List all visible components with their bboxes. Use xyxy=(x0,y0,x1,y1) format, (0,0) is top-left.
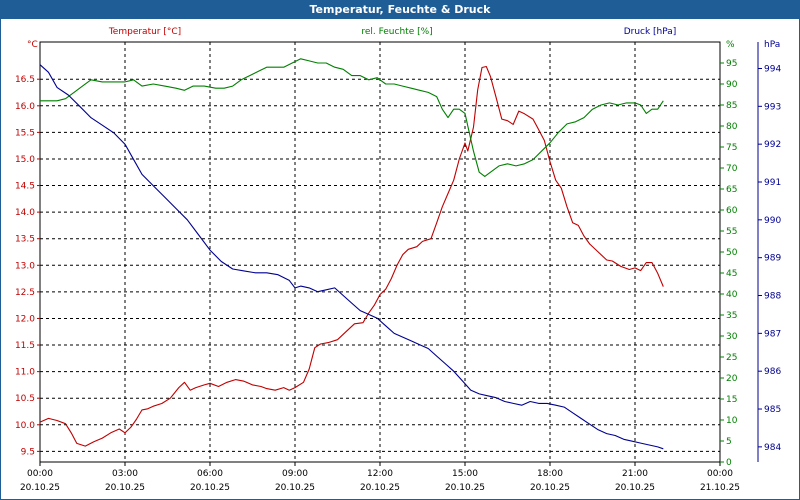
humidity-tick-label: 35 xyxy=(726,311,737,321)
humidity-tick-label: 75 xyxy=(726,143,737,153)
temperature-tick-label: 16.5 xyxy=(15,75,35,85)
x-tick-label-date: 20.10.25 xyxy=(275,483,315,493)
x-tick-label-date: 20.10.25 xyxy=(190,483,230,493)
humidity-tick-label: 90 xyxy=(726,80,738,90)
humidity-axis-label: rel. Feuchte [%] xyxy=(361,27,432,37)
x-tick-label-time: 09:00 xyxy=(282,469,308,479)
humidity-tick-label: 85 xyxy=(726,101,737,111)
temperature-tick-label: 14.0 xyxy=(15,208,35,218)
humidity-tick-label: 40 xyxy=(726,290,738,300)
window-title: Temperatur, Feuchte & Druck xyxy=(1,1,799,19)
humidity-tick-label: 5 xyxy=(726,437,732,447)
humidity-tick-label: 50 xyxy=(726,248,738,258)
humidity-series-line xyxy=(40,58,664,177)
x-tick-label-date: 20.10.25 xyxy=(20,483,60,493)
pressure-axis-label: Druck [hPa] xyxy=(624,27,677,37)
x-tick-label-time: 00:00 xyxy=(707,469,733,479)
x-tick-label-time: 15:00 xyxy=(452,469,478,479)
temperature-tick-label: 10.5 xyxy=(15,394,35,404)
humidity-unit: % xyxy=(726,40,735,50)
pressure-tick-label: 986 xyxy=(764,367,781,377)
x-tick-label-date: 20.10.25 xyxy=(105,483,145,493)
x-tick-label-date: 21.10.25 xyxy=(700,483,740,493)
temperature-tick-label: 9.5 xyxy=(21,447,35,457)
pressure-tick-label: 990 xyxy=(764,216,781,226)
temperature-unit: °C xyxy=(27,40,38,50)
humidity-tick-label: 70 xyxy=(726,164,738,174)
humidity-tick-label: 20 xyxy=(726,374,738,384)
temperature-tick-label: 12.0 xyxy=(15,314,35,324)
x-tick-label-date: 20.10.25 xyxy=(360,483,400,493)
temperature-tick-label: 13.5 xyxy=(15,235,35,245)
pressure-series-line xyxy=(39,64,664,450)
humidity-tick-label: 0 xyxy=(726,458,732,468)
pressure-tick-label: 988 xyxy=(764,292,781,302)
pressure-tick-label: 994 xyxy=(764,64,781,74)
pressure-tick-label: 992 xyxy=(764,140,781,150)
temperature-tick-label: 11.0 xyxy=(15,368,35,378)
temperature-tick-label: 11.5 xyxy=(15,341,35,351)
humidity-tick-label: 65 xyxy=(726,185,737,195)
humidity-tick-label: 10 xyxy=(726,416,738,426)
temperature-tick-label: 10.0 xyxy=(15,421,35,431)
temperature-tick-label: 13.0 xyxy=(15,261,35,271)
humidity-tick-label: 60 xyxy=(726,206,738,216)
humidity-tick-label: 45 xyxy=(726,269,737,279)
temperature-tick-label: 12.5 xyxy=(15,288,35,298)
x-tick-label-date: 20.10.25 xyxy=(530,483,570,493)
pressure-tick-label: 993 xyxy=(764,102,781,112)
humidity-tick-label: 30 xyxy=(726,332,738,342)
pressure-tick-label: 987 xyxy=(764,329,781,339)
temperature-tick-label: 14.5 xyxy=(15,182,35,192)
humidity-tick-label: 25 xyxy=(726,353,737,363)
x-tick-label-time: 03:00 xyxy=(112,469,138,479)
x-tick-label-date: 20.10.25 xyxy=(615,483,655,493)
x-tick-label-time: 12:00 xyxy=(367,469,393,479)
pressure-tick-label: 989 xyxy=(764,254,781,264)
x-tick-label-date: 20.10.25 xyxy=(445,483,485,493)
x-tick-label-time: 06:00 xyxy=(197,469,223,479)
x-tick-label-time: 21:00 xyxy=(622,469,648,479)
pressure-unit: hPa xyxy=(764,40,780,50)
humidity-tick-label: 55 xyxy=(726,227,737,237)
temperature-axis-label: Temperatur [°C] xyxy=(108,27,181,37)
humidity-tick-label: 80 xyxy=(726,122,738,132)
temperature-tick-label: 15.5 xyxy=(15,128,35,138)
humidity-tick-label: 15 xyxy=(726,395,737,405)
pressure-tick-label: 985 xyxy=(764,405,781,415)
humidity-tick-label: 95 xyxy=(726,59,737,69)
x-tick-label-time: 00:00 xyxy=(27,469,53,479)
x-tick-label-time: 18:00 xyxy=(537,469,563,479)
pressure-tick-label: 991 xyxy=(764,178,781,188)
temperature-tick-label: 15.0 xyxy=(15,155,35,165)
temperature-tick-label: 16.0 xyxy=(15,102,35,112)
temperature-series-line xyxy=(39,65,664,447)
pressure-tick-label: 984 xyxy=(764,443,781,453)
